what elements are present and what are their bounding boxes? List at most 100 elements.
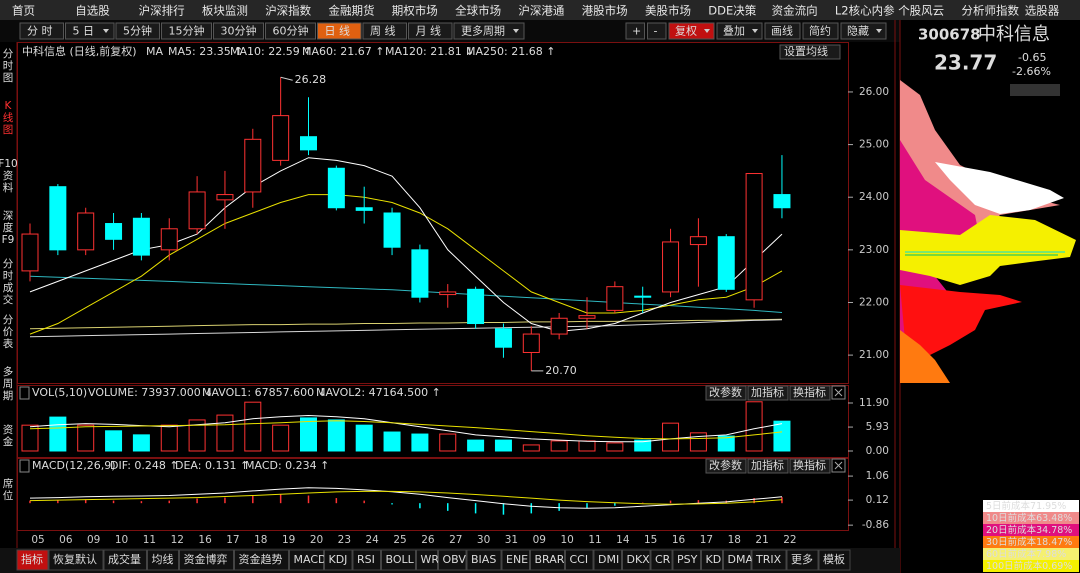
panel-button[interactable]: [789, 385, 831, 401]
menu-item[interactable]: L2核心内参: [835, 4, 895, 18]
tab[interactable]: [672, 549, 701, 571]
panel-button[interactable]: [705, 458, 747, 474]
tab-label[interactable]: 资金趋势: [239, 552, 283, 566]
panel-button[interactable]: [747, 385, 789, 401]
sidebar-item[interactable]: F10 资料: [0, 158, 18, 194]
sidebar-item[interactable]: 分时成交: [3, 258, 14, 306]
period-label[interactable]: 5 日: [73, 25, 95, 38]
menu-item[interactable]: 全球市场: [455, 4, 501, 18]
tool-label[interactable]: 复权: [675, 24, 697, 38]
period-label[interactable]: 月 线: [416, 24, 442, 38]
tab[interactable]: [650, 549, 673, 571]
tab[interactable]: [786, 549, 819, 571]
tool-label[interactable]: 画线: [771, 24, 793, 38]
tool-button[interactable]: [764, 22, 801, 40]
sidebar-item[interactable]: K 线图: [3, 100, 14, 136]
tool-button[interactable]: [716, 22, 763, 40]
period-button[interactable]: [265, 22, 316, 40]
panel-button[interactable]: [789, 458, 831, 474]
menu-item[interactable]: 自选股: [75, 4, 110, 18]
menu-item[interactable]: 期权市场: [392, 4, 438, 18]
menu-item[interactable]: 港股市场: [582, 4, 628, 18]
tab[interactable]: [530, 549, 565, 571]
tab[interactable]: [147, 549, 179, 571]
tab-label[interactable]: DKX: [627, 553, 651, 566]
period-button[interactable]: [453, 22, 525, 40]
panel-button-label[interactable]: 加指标: [751, 458, 784, 472]
tab[interactable]: [701, 549, 723, 571]
tab-label[interactable]: 资金博弈: [184, 552, 228, 566]
period-button[interactable]: [408, 22, 453, 40]
close-button[interactable]: [831, 385, 846, 400]
tab-label[interactable]: 均线: [152, 552, 174, 566]
tool-label[interactable]: +: [632, 25, 641, 38]
tab-label[interactable]: OBV: [443, 553, 467, 566]
tool-button[interactable]: [647, 22, 667, 40]
tool-button[interactable]: [625, 22, 645, 40]
tab[interactable]: [179, 549, 234, 571]
menu-item[interactable]: 板块监测: [202, 4, 248, 18]
tab-label[interactable]: 更多: [791, 552, 813, 566]
close-icon[interactable]: [834, 388, 843, 397]
period-label[interactable]: 日 线: [325, 24, 351, 38]
close-icon[interactable]: [834, 461, 843, 470]
tool-label[interactable]: 隐藏: [847, 25, 869, 38]
tab[interactable]: [48, 549, 104, 571]
tab[interactable]: [593, 549, 622, 571]
period-label[interactable]: 5分钟: [123, 24, 152, 38]
tab[interactable]: [416, 549, 438, 571]
settings-label[interactable]: 设置均线: [784, 44, 828, 58]
tool-button[interactable]: [840, 22, 887, 40]
period-label[interactable]: 30分钟: [221, 24, 257, 38]
tab[interactable]: [381, 549, 416, 571]
panel-button[interactable]: [705, 385, 747, 401]
tab-label[interactable]: ENE: [506, 553, 528, 566]
menu-item[interactable]: 沪深排行: [139, 4, 185, 18]
period-button[interactable]: [65, 22, 115, 40]
tab-label[interactable]: KDJ: [329, 553, 348, 566]
menu-item[interactable]: 个股风云: [898, 4, 944, 18]
sidebar-item[interactable]: 席位: [3, 477, 14, 502]
menu-item[interactable]: 金融期货: [329, 4, 375, 18]
period-button[interactable]: [115, 22, 160, 40]
period-label[interactable]: 更多周期: [461, 24, 505, 38]
tab[interactable]: [501, 549, 530, 571]
sidebar-item[interactable]: 分时图: [3, 48, 14, 84]
tab-label[interactable]: 模板: [823, 552, 845, 566]
menu-item[interactable]: 首页: [12, 4, 35, 18]
period-label[interactable]: 分 时: [27, 25, 53, 38]
tab-label[interactable]: CR: [655, 553, 671, 566]
sidebar-item[interactable]: 深度 F9: [2, 210, 15, 246]
close-button[interactable]: [831, 458, 846, 473]
menu-item[interactable]: 资金流向: [772, 4, 818, 18]
tool-button[interactable]: [668, 22, 715, 40]
tab[interactable]: [723, 549, 752, 571]
panel-button-label[interactable]: 改参数: [709, 385, 742, 399]
tab[interactable]: [352, 549, 381, 571]
tab[interactable]: [16, 549, 49, 571]
tab[interactable]: [622, 549, 651, 571]
tool-label[interactable]: -: [654, 25, 658, 38]
panel-button[interactable]: [747, 458, 789, 474]
help-box[interactable]: [19, 386, 30, 400]
tool-label[interactable]: 叠加: [723, 25, 745, 38]
tab-label[interactable]: CCI: [570, 553, 589, 566]
period-label[interactable]: 15分钟: [169, 24, 205, 38]
period-button[interactable]: [161, 22, 212, 40]
period-label[interactable]: 60分钟: [273, 24, 309, 38]
tab-label[interactable]: KD: [706, 553, 722, 566]
tab-label[interactable]: 指标: [21, 552, 43, 566]
menu-item[interactable]: 沪深港通: [518, 4, 564, 18]
tab-label[interactable]: PSY: [677, 553, 698, 566]
sidebar-item[interactable]: 多周期: [3, 365, 14, 402]
tab[interactable]: [234, 549, 289, 571]
tab-label[interactable]: RSI: [357, 553, 375, 566]
tool-button[interactable]: [802, 22, 839, 40]
tab[interactable]: [818, 549, 851, 571]
sidebar-item[interactable]: 资金: [3, 424, 14, 448]
tab-label[interactable]: MACD: [294, 553, 327, 566]
tab-label[interactable]: BRAR: [535, 553, 565, 566]
menu-item[interactable]: 选股器: [1025, 4, 1060, 18]
icon-row[interactable]: [1010, 84, 1060, 96]
tab[interactable]: [751, 549, 787, 571]
